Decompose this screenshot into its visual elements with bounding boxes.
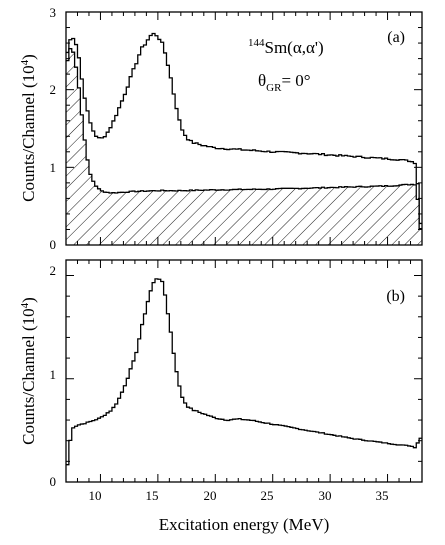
panel-a-y-axis-title-main: Counts/Channel (10: [19, 65, 38, 201]
angle-symbol: θ: [258, 71, 266, 90]
panel-a-ticks: [66, 11, 423, 246]
angle-subscript: GR: [266, 82, 282, 94]
panel-b-y-axis-title-exp: 4: [19, 302, 31, 308]
panel-b-frame: [65, 259, 423, 483]
panel-a-plot: [66, 32, 422, 245]
panel-a-y-tick-label-3: 3: [50, 5, 57, 20]
panel-b-ticks: [66, 260, 423, 483]
angle-value: = 0°: [281, 71, 310, 90]
panel-a-y-tick-label-1: 1: [50, 160, 57, 175]
panel-b-x-tick-label-25: 25: [261, 488, 274, 503]
panel-b-x-tick-label-15: 15: [146, 488, 159, 503]
reaction-mass-number: 144: [248, 37, 265, 49]
panel-a-tag: (a): [387, 29, 405, 46]
panel-b-subtracted-series-line: [66, 278, 422, 466]
panel-b-y-tick-label-0: 0: [50, 474, 57, 489]
panel-b-x-tick-label-10: 10: [89, 488, 102, 503]
panel-a-frame: [65, 11, 423, 246]
panel-b-y-tick-label-2: 2: [50, 263, 57, 278]
panel-b-y-tick-label-1: 1: [50, 367, 57, 382]
angle-label: θGR= 0°: [258, 71, 311, 94]
panel-a-total-series-line: [66, 32, 422, 225]
panel-b-x-tick-label-35: 35: [376, 488, 389, 503]
x-axis-title: Excitation energy (MeV): [159, 515, 330, 534]
panel-b-plot: [66, 278, 422, 466]
reaction-label: 144Sm(α,α'): [248, 37, 324, 57]
panel-a-y-axis-title: Counts/Channel (104): [19, 54, 38, 202]
panel-a-background-hatched-area: [66, 48, 422, 245]
panel-a-background-series-line: [66, 48, 422, 230]
panel-a-y-tick-label-0: 0: [50, 237, 57, 252]
reaction-symbol: Sm(α,α'): [265, 38, 324, 57]
panel-b-tag: (b): [386, 288, 405, 305]
panel-a-y-axis-title-exp: 4: [19, 59, 31, 65]
panel-b-x-tick-label-20: 20: [204, 488, 217, 503]
panel-b-x-tick-label-30: 30: [319, 488, 332, 503]
panel-b-y-axis-title-main: Counts/Channel (10: [19, 308, 38, 444]
panel-a-y-tick-label-2: 2: [50, 82, 57, 97]
panel-b-y-axis-title: Counts/Channel (104): [19, 297, 38, 445]
panel-b-y-axis-title-close: ): [19, 297, 38, 303]
panel-a: 0 1 2 3 Counts/Channel (104) (a) 144Sm(α…: [19, 5, 423, 252]
panel-a-y-axis-title-close: ): [19, 54, 38, 60]
panel-b: 0 1 2 10 15 20 25 30 35 Counts/Channel (…: [19, 259, 423, 534]
